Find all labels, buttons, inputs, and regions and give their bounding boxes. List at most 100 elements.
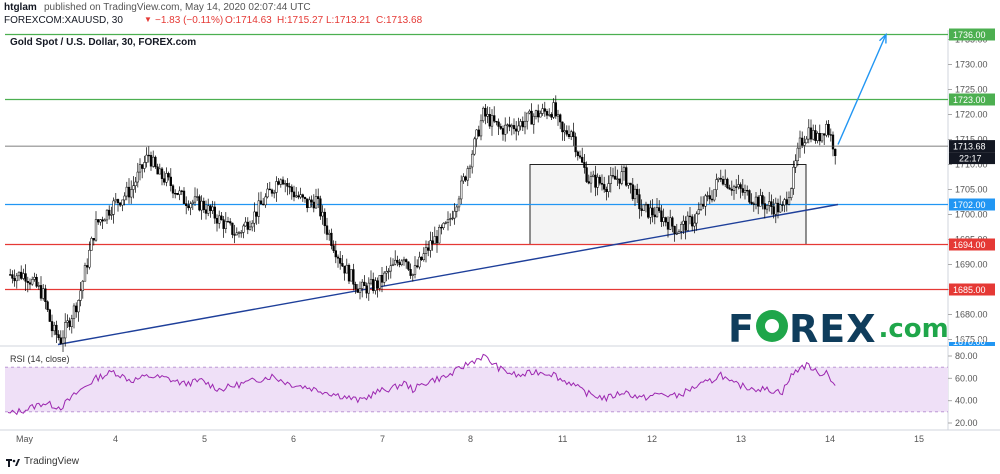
candle-body xyxy=(145,154,148,163)
candle-body xyxy=(655,207,659,218)
candle-body xyxy=(204,209,208,214)
candle-body xyxy=(110,214,113,216)
candle-body xyxy=(213,206,216,219)
candle-body xyxy=(499,126,502,129)
candle-body xyxy=(669,217,672,230)
candle-body xyxy=(757,196,760,207)
candle-body xyxy=(147,154,150,157)
rsi-tick-label: 40.00 xyxy=(955,396,978,406)
candle-body xyxy=(664,217,667,223)
candle-body xyxy=(446,219,450,223)
candle-body xyxy=(444,222,447,224)
candle-body xyxy=(343,265,346,274)
candle-body xyxy=(72,305,76,320)
candle-body xyxy=(141,164,144,169)
candle-body xyxy=(638,194,641,210)
level-label-box-1736.00 xyxy=(949,28,995,41)
candle-body xyxy=(581,156,584,163)
candle-body xyxy=(796,147,799,162)
candle-body xyxy=(770,201,773,207)
candle-body xyxy=(389,265,392,272)
candle-body xyxy=(475,129,478,140)
candle-body xyxy=(787,197,791,205)
candle-body xyxy=(823,133,826,136)
author-name[interactable]: htglam xyxy=(4,2,37,13)
footer: TradingView xyxy=(0,454,1000,474)
candle-body xyxy=(59,337,62,344)
candle-body xyxy=(312,201,315,209)
candle-body xyxy=(248,226,252,230)
candle-body xyxy=(409,269,412,276)
candle-body xyxy=(587,181,590,184)
candle-body xyxy=(724,178,727,185)
candle-body xyxy=(191,201,194,204)
candle-body xyxy=(281,179,285,185)
candle-body xyxy=(803,142,806,146)
candle-body xyxy=(677,231,681,234)
candle-body xyxy=(136,171,139,183)
candle-body xyxy=(515,128,518,132)
candle-body xyxy=(772,206,775,215)
candle-body xyxy=(693,222,696,227)
candle-body xyxy=(449,218,452,220)
candle-body xyxy=(383,272,386,283)
candle-body xyxy=(114,199,117,202)
tradingview-logo-icon xyxy=(6,458,20,467)
candle-body xyxy=(726,178,729,189)
candle-body xyxy=(35,276,38,287)
candle-body xyxy=(308,199,311,208)
candle-body xyxy=(728,187,731,190)
candle-body xyxy=(57,334,60,338)
candle-body xyxy=(295,195,298,198)
candle-body xyxy=(488,114,491,127)
candle-body xyxy=(182,190,186,204)
candle-body xyxy=(504,124,507,135)
rsi-series-line xyxy=(7,353,836,416)
trendline xyxy=(57,203,839,346)
candle-body xyxy=(354,283,357,290)
candle-body xyxy=(708,195,711,200)
level-label-1685.00: 1685.00 xyxy=(953,285,986,295)
candle-body xyxy=(317,196,320,200)
candle-body xyxy=(61,337,65,344)
candle-body xyxy=(215,217,219,224)
candle-body xyxy=(279,179,282,185)
candle-body xyxy=(420,256,423,261)
last-price-label: 1713.68 xyxy=(953,142,986,152)
candle-body xyxy=(257,200,260,217)
candle-body xyxy=(545,111,549,116)
candle-body xyxy=(196,196,199,198)
partial-tick-label: 1670.00 xyxy=(953,337,986,347)
candle-body xyxy=(552,102,555,118)
tradingview-brand[interactable]: TradingView xyxy=(24,456,80,467)
candle-body xyxy=(684,220,687,231)
candle-body xyxy=(396,259,399,263)
candle-body xyxy=(81,280,84,292)
chart-title: Gold Spot / U.S. Dollar, 30, FOREX.com xyxy=(10,37,196,48)
candle-body xyxy=(361,281,364,289)
candle-body xyxy=(647,203,650,218)
candle-body xyxy=(682,220,685,225)
candle-body xyxy=(719,177,722,180)
candle-body xyxy=(715,179,718,191)
candle-body xyxy=(413,265,417,275)
candle-body xyxy=(224,221,227,229)
candle-body xyxy=(585,167,588,182)
candle-body xyxy=(486,114,489,117)
candle-body xyxy=(79,290,82,301)
candle-body xyxy=(468,166,472,169)
candle-body xyxy=(490,115,494,127)
candle-body xyxy=(442,222,445,228)
candle-body xyxy=(242,225,245,233)
candle-body xyxy=(121,199,124,206)
candle-body xyxy=(497,121,500,127)
candle-body xyxy=(611,175,615,177)
candle-body xyxy=(11,274,14,279)
price-tick-label: 1705.00 xyxy=(955,185,988,195)
ohlc-low: L:1713.21 xyxy=(326,15,371,26)
level-label-1723.00: 1723.00 xyxy=(953,95,986,105)
candle-body xyxy=(774,202,777,215)
candle-body xyxy=(119,202,122,206)
candle-body xyxy=(765,205,769,210)
